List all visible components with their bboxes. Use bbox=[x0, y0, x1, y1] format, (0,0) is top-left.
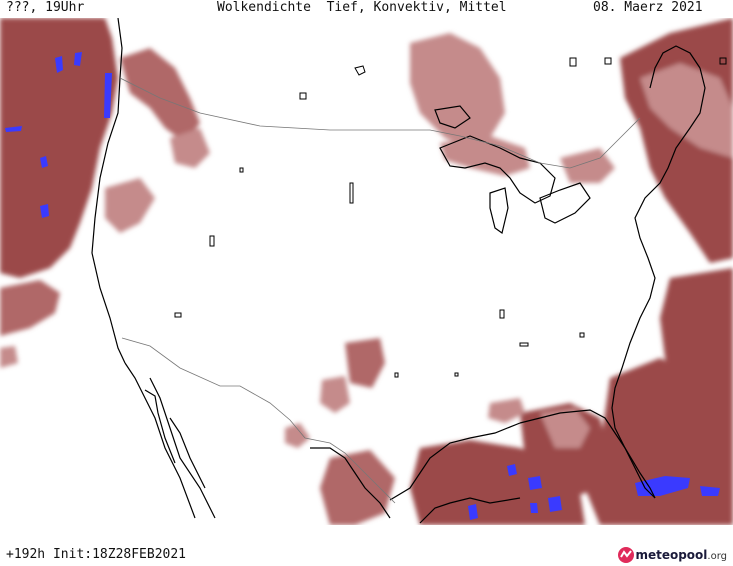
init-info: +192h Init:18Z28FEB2021 bbox=[6, 547, 187, 562]
coastlines bbox=[91, 18, 706, 524]
weather-map bbox=[0, 18, 733, 525]
meteopool-logo-icon bbox=[618, 547, 635, 563]
borders bbox=[119, 77, 641, 504]
forecast-time-label: ???, 19Uhr bbox=[6, 0, 85, 15]
forecast-date: 08. Maerz 2021 bbox=[593, 0, 703, 15]
lakes bbox=[174, 57, 727, 378]
footer-bar: +192h Init:18Z28FEB2021 bbox=[0, 541, 733, 566]
logo-main-text: meteopool bbox=[635, 548, 708, 562]
meteopool-logo[interactable]: meteopool.org bbox=[617, 546, 727, 564]
cloud-layer bbox=[0, 18, 733, 525]
header-bar: ???, 19Uhr Wolkendichte Tief, Konvektiv,… bbox=[0, 0, 733, 18]
logo-text: meteopool.org bbox=[635, 548, 727, 562]
map-title: Wolkendichte Tief, Konvektiv, Mittel bbox=[217, 0, 507, 15]
logo-suffix-text: .org bbox=[707, 551, 727, 562]
